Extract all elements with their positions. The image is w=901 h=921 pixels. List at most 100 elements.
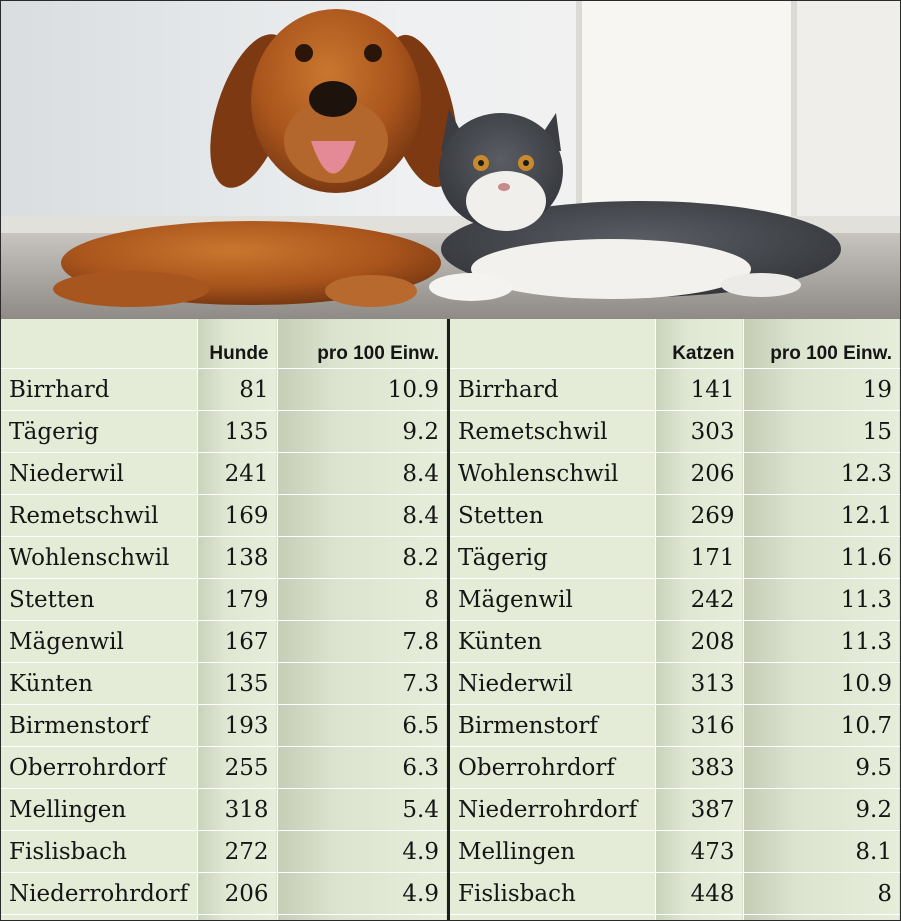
dog-and-cat-photo [1,1,900,319]
cats-municipality-cell: Oberrohrdorf [450,746,655,789]
dogs-count-cell: 81 [196,368,277,411]
dogs-rate-cell: 9.2 [276,410,447,453]
cats-count-cell: 387 [654,788,743,831]
dogs-municipality-cell: Oberrohrdorf [1,746,197,789]
dogs-header-name [1,319,197,369]
dogs-municipality-cell: Mellingen [1,788,197,831]
dogs-count-cell: 193 [196,704,277,747]
dogs-count-cell: 169 [196,494,277,537]
cats-rate-cell: 9.5 [742,746,900,789]
dogs-table-row: Künten 135 7.3 [1,662,447,705]
dogs-count-cell: 179 [196,578,277,621]
cats-municipality-cell: Wohlenschwil [450,452,655,495]
cats-municipality-cell: Künten [450,620,655,663]
cats-municipality-cell: Niederrohrdorf [450,788,655,831]
cats-table-row: Birmenstorf 316 10.7 [450,704,900,747]
dogs-header-row: Hunde pro 100 Einw. [1,319,447,369]
cats-rate-cell: 10.7 [742,704,900,747]
cats-table-row: Künten 208 11.3 [450,620,900,663]
dogs-municipality-cell: Wohlenschwil [1,536,197,579]
cats-rate-cell: 8.1 [742,830,900,873]
cats-table-row: Tägerig 171 11.6 [450,536,900,579]
dogs-count-cell: 241 [196,452,277,495]
dogs-municipality-cell: Tägerig [1,410,197,453]
cats-table-row: Mägenwil 242 11.3 [450,578,900,621]
dogs-table-row: Mägenwil 167 7.8 [1,620,447,663]
dogs-municipality-cell: Mägenwil [1,620,197,663]
dogs-rate-cell: 4.9 [276,872,447,915]
dogs-count-cell: 135 [196,662,277,705]
dogs-count-cell: 135 [196,410,277,453]
dogs-municipality-cell: Fislisbach [1,830,197,873]
dogs-table-row: Niederwil 241 8.4 [1,452,447,495]
dogs-filler-cell [1,914,197,920]
dogs-municipality-cell: Künten [1,662,197,705]
cats-count-cell: 208 [654,620,743,663]
cats-table-row: Fislisbach 448 8 [450,872,900,915]
cats-municipality-cell: Stetten [450,494,655,537]
cats-municipality-cell: Mellingen [450,830,655,873]
cats-rate-cell: 12.3 [742,452,900,495]
dogs-count-cell: 167 [196,620,277,663]
cats-municipality-cell: Remetschwil [450,410,655,453]
dogs-table: Hunde pro 100 Einw. Birrhard 81 10.9 Tägeri… [1,319,447,920]
cats-table-row: Wohlenschwil 206 12.3 [450,452,900,495]
cats-count-cell: 206 [654,452,743,495]
cats-table: Katzen pro 100 Einw. Birrhard 141 19 Remets… [450,319,900,920]
cats-count-cell: 383 [654,746,743,789]
dogs-municipality-cell: Niederrohrdorf [1,872,197,915]
dogs-rate-cell: 5.4 [276,788,447,831]
dogs-municipality-cell: Niederwil [1,452,197,495]
dogs-count-cell: 206 [196,872,277,915]
dogs-rate-cell: 4.9 [276,830,447,873]
cats-table-row: Remetschwil 303 15 [450,410,900,453]
dogs-count-cell: 272 [196,830,277,873]
cats-municipality-cell: Birrhard [450,368,655,411]
dogs-header-rate: pro 100 Einw. [276,319,447,369]
cats-count-cell: 171 [654,536,743,579]
dogs-filler-cell [276,914,447,920]
dogs-table-row: Wohlenschwil 138 8.2 [1,536,447,579]
cats-rate-cell: 9.2 [742,788,900,831]
dogs-municipality-cell: Remetschwil [1,494,197,537]
cats-rate-cell: 15 [742,410,900,453]
dogs-table-row: Birrhard 81 10.9 [1,368,447,411]
cats-count-cell: 242 [654,578,743,621]
dogs-municipality-cell: Stetten [1,578,197,621]
cats-filler-cell [654,914,743,920]
cats-count-cell: 316 [654,704,743,747]
dogs-count-cell: 255 [196,746,277,789]
dogs-table-row: Oberrohrdorf 255 6.3 [1,746,447,789]
dogs-rate-cell: 8 [276,578,447,621]
dogs-table-row: Tägerig 135 9.2 [1,410,447,453]
cats-count-cell: 448 [654,872,743,915]
dogs-count-cell: 138 [196,536,277,579]
dogs-rate-cell: 8.2 [276,536,447,579]
cats-rate-cell: 11.3 [742,578,900,621]
cats-header-count: Katzen [654,319,743,369]
dogs-rate-cell: 7.8 [276,620,447,663]
cats-rate-cell: 11.3 [742,620,900,663]
cats-rate-cell: 11.6 [742,536,900,579]
cats-table-row: Niederrohrdorf 387 9.2 [450,788,900,831]
cats-count-cell: 313 [654,662,743,705]
dogs-rate-cell: 6.5 [276,704,447,747]
dogs-rate-cell: 6.3 [276,746,447,789]
cats-rate-cell: 10.9 [742,662,900,705]
cats-municipality-cell: Niederwil [450,662,655,705]
cats-table-row: Oberrohrdorf 383 9.5 [450,746,900,789]
dogs-count-cell: 318 [196,788,277,831]
cats-table-row: Niederwil 313 10.9 [450,662,900,705]
cats-header-rate: pro 100 Einw. [742,319,900,369]
cats-municipality-cell: Tägerig [450,536,655,579]
dogs-municipality-cell: Birmenstorf [1,704,197,747]
cats-table-row: Stetten 269 12.1 [450,494,900,537]
cats-rate-cell: 8 [742,872,900,915]
dogs-rate-cell: 7.3 [276,662,447,705]
dogs-rate-cell: 8.4 [276,452,447,495]
dogs-filler-row [1,914,447,920]
dogs-table-row: Mellingen 318 5.4 [1,788,447,831]
cats-rate-cell: 19 [742,368,900,411]
cats-municipality-cell: Birmenstorf [450,704,655,747]
